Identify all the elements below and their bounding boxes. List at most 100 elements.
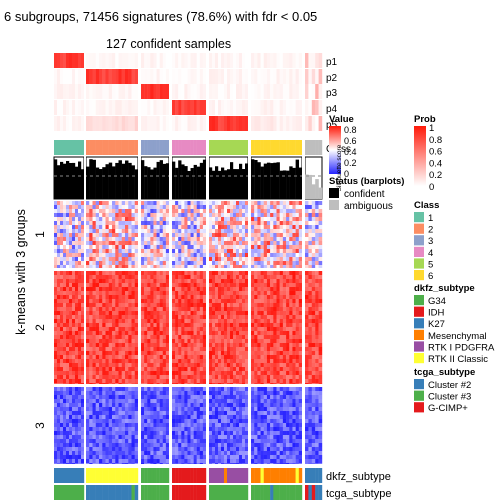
heatmap-cell (175, 237, 179, 241)
heatmap-cell (95, 395, 100, 399)
heatmap-cell (227, 205, 231, 209)
heatmap-cell (162, 375, 167, 379)
heatmap-cell (270, 229, 274, 233)
heatmap-cell (108, 261, 113, 265)
prob-cell (215, 100, 219, 115)
heatmap-cell (292, 209, 296, 213)
heatmap-cell (245, 229, 249, 233)
heatmap-cell (239, 279, 243, 283)
heatmap-cell (172, 241, 176, 245)
heatmap-cell (108, 391, 113, 395)
heatmap-cell (254, 407, 258, 411)
heatmap-cell (199, 355, 204, 359)
heatmap-cell (63, 225, 67, 229)
heatmap-cell (128, 407, 132, 411)
heatmap-cell (121, 311, 126, 315)
prob-cell (172, 100, 176, 115)
heatmap-cell (147, 371, 151, 375)
heatmap-cell (218, 233, 222, 237)
heatmap-cell (193, 287, 197, 291)
class-cell (236, 140, 240, 155)
heatmap-cell (282, 241, 287, 245)
heatmap-cell (118, 399, 122, 403)
heatmap-cell (175, 403, 179, 407)
heatmap-cell (184, 271, 188, 275)
heatmap-cell (239, 323, 243, 327)
heatmap-cell (165, 335, 170, 339)
silhouette-bar (159, 160, 163, 199)
heatmap-cell (125, 407, 129, 411)
heatmap-cell (239, 347, 243, 351)
heatmap-cell (242, 221, 246, 225)
heatmap-cell (254, 315, 258, 319)
heatmap-cell (92, 249, 96, 253)
heatmap-cell (187, 399, 191, 403)
heatmap-cell (270, 295, 274, 299)
heatmap-cell (118, 419, 122, 423)
heatmap-cell (178, 355, 182, 359)
heatmap-cell (295, 343, 300, 347)
heatmap-cell (202, 347, 207, 351)
prob-cell (242, 69, 246, 84)
prob-cell (172, 69, 176, 84)
heatmap-cell (224, 411, 228, 415)
heatmap-cell (81, 275, 85, 279)
heatmap-cell (112, 379, 116, 383)
heatmap-cell (295, 319, 300, 323)
heatmap-cell (159, 415, 163, 419)
heatmap-cell (311, 213, 316, 217)
heatmap-cell (315, 371, 319, 375)
heatmap-cell (69, 351, 73, 355)
heatmap-cell (187, 335, 191, 339)
heatmap-cell (95, 245, 100, 249)
heatmap-cell (66, 253, 70, 257)
heatmap-cell (260, 257, 264, 261)
heatmap-cell (276, 403, 280, 407)
heatmap-cell (156, 295, 160, 299)
heatmap-cell (233, 265, 237, 268)
heatmap-cell (105, 279, 109, 283)
prob-cell (108, 69, 113, 84)
heatmap-cell (193, 323, 197, 327)
heatmap-cell (178, 275, 182, 279)
heatmap-cell (270, 261, 274, 265)
heatmap-cell (254, 209, 258, 213)
heatmap-cell (279, 323, 284, 327)
heatmap-cell (292, 303, 296, 307)
heatmap-cell (279, 275, 284, 279)
heatmap-cell (308, 403, 312, 407)
heatmap-cell (202, 323, 207, 327)
heatmap-cell (69, 279, 73, 283)
prob-cell (196, 100, 201, 115)
heatmap-cell (218, 407, 222, 411)
heatmap-cell (78, 311, 82, 315)
prob-cell (270, 84, 274, 99)
heatmap-cell (251, 363, 255, 367)
heatmap-cell (215, 233, 219, 237)
heatmap-cell (147, 233, 151, 237)
heatmap-cell (92, 327, 96, 331)
heatmap-cell (245, 303, 249, 307)
heatmap-cell (156, 221, 160, 225)
heatmap-cell (196, 287, 201, 291)
prob-cell (215, 53, 219, 68)
heatmap-cell (115, 411, 119, 415)
heatmap-cell (257, 311, 261, 315)
heatmap-cell (125, 241, 129, 245)
heatmap-cell (215, 217, 219, 221)
heatmap-cell (86, 407, 90, 411)
heatmap-cell (121, 335, 126, 339)
heatmap-cell (289, 399, 293, 403)
prob-cell (66, 53, 70, 68)
heatmap-cell (125, 415, 129, 419)
heatmap-cell (144, 343, 148, 347)
prob-cell (218, 116, 222, 131)
heatmap-cell (239, 287, 243, 291)
heatmap-cell (254, 287, 258, 291)
heatmap-cell (190, 241, 194, 245)
heatmap-cell (150, 271, 154, 275)
heatmap-cell (162, 229, 167, 233)
heatmap-cell (147, 399, 151, 403)
heatmap-cell (92, 295, 96, 299)
heatmap-cell (184, 291, 188, 295)
